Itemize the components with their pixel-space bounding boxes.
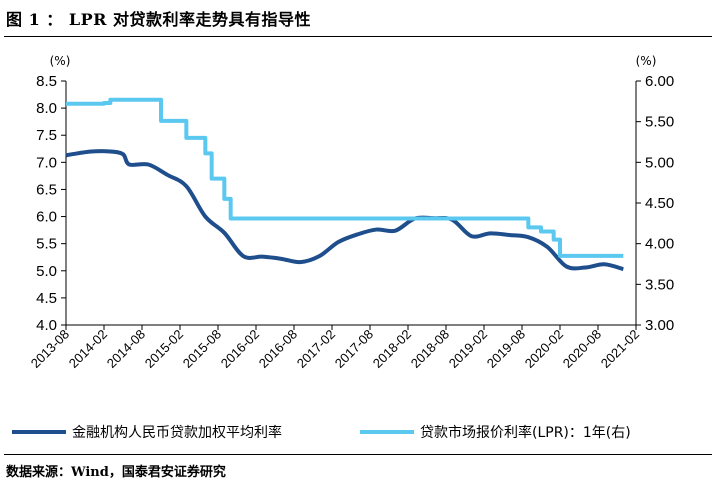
legend-label-lpr: 贷款市场报价利率(LPR)：1年(右) [420, 424, 631, 441]
right-axis-unit: (%) [636, 54, 657, 68]
left-tick-label: 5.5 [36, 236, 57, 253]
x-tick-label: 2017-02 [294, 327, 338, 371]
chart-legend: 金融机构人民币贷款加权平均利率 贷款市场报价利率(LPR)：1年(右) [12, 424, 631, 441]
x-tick-label: 2020-02 [522, 327, 566, 371]
right-tick-label: 6.00 [645, 73, 674, 90]
x-tick-label: 2015-02 [142, 327, 186, 371]
title-rule [4, 36, 712, 37]
left-tick-label: 8.0 [36, 100, 57, 117]
chart-plot [65, 97, 624, 272]
x-tick-label: 2017-08 [332, 327, 376, 371]
left-tick-label: 4.5 [36, 290, 57, 307]
x-tick-label: 2016-02 [218, 327, 262, 371]
lpr-series-line [66, 97, 624, 258]
left-axis-unit: (%) [50, 54, 71, 68]
left-tick-label: 6.5 [36, 181, 57, 198]
lpr-chart: (%) (%) 4.0 4.5 5.0 5.5 6.0 6.5 7.0 7.5 8.0 8.5 3.00… [12, 54, 674, 441]
x-tick-label: 2018-08 [408, 327, 452, 371]
right-tick-label: 3.50 [645, 276, 674, 293]
x-tick-label: 2015-08 [180, 327, 224, 371]
x-tick-label: 2019-08 [484, 327, 528, 371]
x-tick-label: 2014-08 [104, 327, 148, 371]
right-tick-label: 3.00 [645, 317, 674, 334]
x-tick-label: 2014-02 [66, 327, 110, 371]
left-tick-label: 4.0 [36, 317, 57, 334]
loan-rate-series-line [65, 149, 624, 272]
source-note: 数据来源：Wind，国泰君安证券研究 [6, 465, 226, 480]
left-tick-label: 5.0 [36, 263, 57, 280]
left-tick-label: 7.0 [36, 154, 57, 171]
legend-label-loan-rate: 金融机构人民币贷款加权平均利率 [72, 424, 282, 441]
right-tick-label: 5.00 [645, 154, 674, 171]
left-tick-label: 6.0 [36, 209, 57, 226]
x-tick-label: 2019-02 [446, 327, 490, 371]
right-tick-label: 4.50 [645, 195, 674, 212]
x-tick-label: 2021-02 [598, 327, 642, 371]
right-tick-label: 5.50 [645, 114, 674, 131]
x-tick-label: 2018-02 [370, 327, 414, 371]
right-tick-label: 4.00 [645, 236, 674, 253]
left-tick-label: 8.5 [36, 73, 57, 90]
x-tick-label: 2020-08 [560, 327, 604, 371]
figure-title: 图 1 ： LPR 对贷款利率走势具有指导性 [6, 10, 311, 29]
x-tick-label: 2016-08 [256, 327, 300, 371]
left-tick-label: 7.5 [36, 127, 57, 144]
source-rule [4, 454, 712, 455]
